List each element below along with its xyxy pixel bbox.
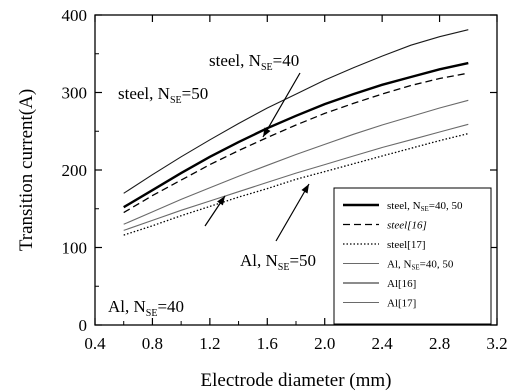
legend-label: Al, NSE=40, 50 (387, 259, 454, 272)
annotation-arrow (262, 72, 301, 138)
legend: steel, NSE=40, 50 steel[16] steel[17] Al, N… (333, 187, 492, 325)
annotation-label: Al, NSE=40 (108, 297, 184, 319)
x-tick-label: 0.4 (84, 334, 106, 353)
legend-label: Al[17] (387, 298, 416, 310)
y-axis-ticks: 0 100 200 300 400 (62, 6, 497, 335)
y-axis-label: Transition current(A) (16, 89, 37, 251)
x-tick-label: 2.0 (314, 334, 335, 353)
annotation-arrowhead (263, 127, 271, 137)
annotation-arrow (275, 183, 310, 242)
x-tick-label: 0.8 (142, 334, 163, 353)
x-axis-label: Electrode diameter (mm) (201, 370, 392, 391)
annotation-label: steel, NSE=50 (118, 84, 208, 106)
x-tick-label: 2.8 (429, 334, 450, 353)
legend-label: steel[17] (387, 239, 425, 251)
series-line-0 (123, 61, 469, 209)
plot-frame (94, 14, 498, 326)
annotation-label: Al, NSE=50 (240, 251, 316, 273)
series-line-3 (123, 99, 469, 225)
ann-al-40: Al, NSE=40 (108, 195, 226, 319)
annotation-arrowhead (217, 196, 225, 206)
series-line-2 (123, 132, 469, 236)
legend-box (333, 187, 492, 325)
series-line-1 (123, 72, 469, 214)
y-tick-label: 200 (62, 161, 88, 180)
legend-label: steel[16] (387, 220, 427, 232)
legend-label: Al[16] (387, 278, 416, 290)
y-tick-label: 100 (62, 239, 88, 258)
legend-label: steel, NSE=40, 50 (387, 200, 463, 213)
x-tick-label: 2.4 (372, 334, 394, 353)
series-line-5 (123, 123, 469, 231)
series-line-4 (123, 29, 469, 194)
ann-steel-50: steel, NSE=50 (118, 84, 208, 106)
x-tick-label: 3.2 (486, 334, 507, 353)
x-tick-label: 1.6 (257, 334, 278, 353)
y-tick-label: 400 (62, 6, 88, 25)
annotation-label: steel, NSE=40 (209, 51, 299, 73)
x-tick-label: 1.2 (199, 334, 220, 353)
ann-al-50: Al, NSE=50 (240, 183, 316, 273)
annotation-arrowhead (301, 184, 309, 194)
ann-steel-40: steel, NSE=40 (209, 51, 301, 138)
y-tick-label: 0 (79, 316, 88, 335)
y-tick-label: 300 (62, 84, 88, 103)
series-layer (123, 29, 469, 236)
